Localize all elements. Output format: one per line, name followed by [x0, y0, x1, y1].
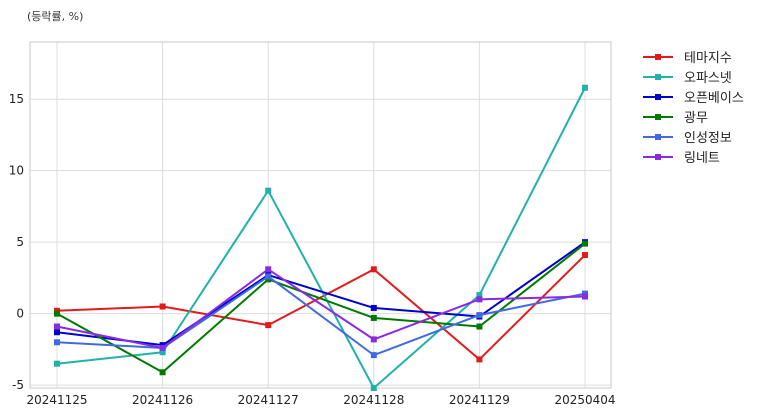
data-point	[54, 329, 60, 336]
data-point	[265, 322, 272, 329]
data-point	[265, 266, 272, 273]
data-point	[265, 273, 272, 280]
legend-marker	[655, 114, 661, 120]
x-tick-label: 20241127	[238, 393, 299, 407]
y-tick-label: 15	[9, 92, 24, 106]
series-인성정보	[54, 273, 588, 359]
x-tick-label: 20241126	[132, 393, 193, 407]
series-line	[56, 87, 586, 389]
y-tick-label: 5	[16, 235, 24, 249]
data-point	[370, 385, 377, 391]
data-point	[476, 296, 483, 303]
series-line	[56, 268, 586, 349]
data-point	[476, 312, 483, 319]
plot-area	[29, 41, 612, 389]
data-point	[370, 266, 377, 273]
data-point	[159, 344, 166, 351]
series-line	[56, 241, 586, 347]
series-오파스넷	[54, 84, 588, 391]
legend-item: 오픈베이스	[643, 91, 744, 106]
data-point	[265, 187, 272, 194]
legend-marker	[655, 94, 661, 100]
legend-label: 오픈베이스	[684, 91, 744, 106]
data-point	[370, 352, 377, 359]
series-line	[56, 254, 586, 361]
series-line	[56, 242, 586, 374]
x-tick-label: 20241125	[26, 393, 87, 407]
data-point	[370, 314, 377, 321]
legend-item: 광무	[643, 111, 708, 126]
legend-marker	[655, 74, 661, 80]
legend-item: 인성정보	[643, 131, 732, 146]
series-링네트	[54, 266, 588, 351]
legend-marker	[655, 154, 661, 160]
x-tick-label: 20241128	[343, 393, 404, 407]
data-point	[159, 369, 166, 376]
unit-label: (등락률, %)	[27, 10, 83, 23]
legend-label: 인성정보	[684, 131, 732, 146]
data-point	[54, 339, 60, 346]
y-tick-label: -5	[12, 378, 24, 392]
data-point	[582, 240, 588, 247]
data-point	[159, 303, 166, 310]
series-layer	[54, 84, 588, 391]
data-point	[370, 304, 377, 311]
legend-label: 테마지수	[684, 51, 732, 66]
legend-item: 링네트	[643, 151, 720, 166]
data-point	[476, 323, 483, 330]
data-point	[582, 252, 588, 259]
data-point	[54, 323, 60, 330]
y-axis: -5 0 5 10 15	[9, 92, 24, 392]
data-point	[582, 84, 588, 91]
legend-item: 테마지수	[643, 51, 732, 66]
data-point	[370, 336, 377, 343]
data-point	[582, 293, 588, 300]
y-tick-label: 10	[9, 164, 24, 178]
data-point	[476, 356, 483, 363]
y-tick-label: 0	[16, 307, 24, 321]
data-point	[159, 349, 166, 356]
legend-label: 링네트	[684, 151, 720, 166]
legend-item: 오파스넷	[643, 71, 732, 86]
legend-marker	[655, 54, 661, 60]
legend-label: 광무	[684, 111, 708, 126]
data-point	[476, 292, 483, 299]
x-axis: 20241125 20241126 20241127 20241128 20241129…	[26, 393, 615, 407]
grid	[30, 42, 611, 388]
data-point	[54, 310, 60, 317]
legend-label: 오파스넷	[684, 71, 732, 86]
x-tick-label: 20241129	[449, 393, 510, 407]
x-tick-label: 20250404	[554, 393, 615, 407]
series-line	[56, 275, 586, 357]
data-point	[54, 360, 60, 367]
legend-marker	[655, 134, 661, 140]
